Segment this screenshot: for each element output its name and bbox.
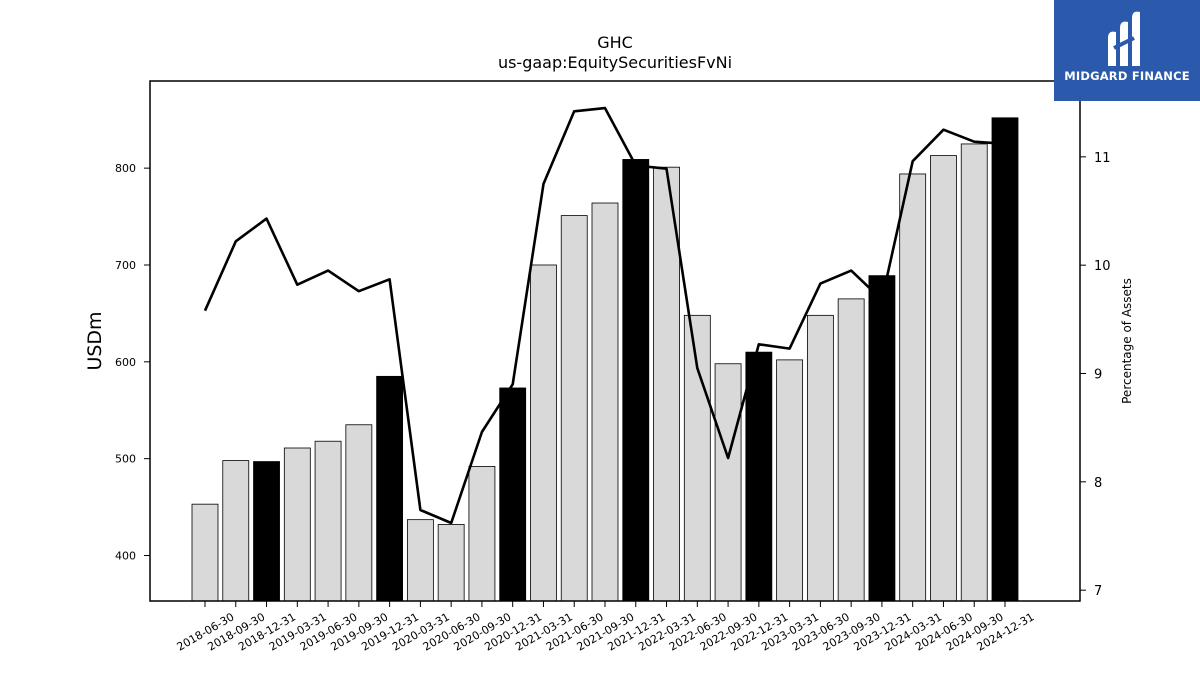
y-right-tick-label: 11	[1094, 151, 1111, 166]
bar-2018-12-31	[253, 461, 280, 602]
y-tick-label: 700	[115, 259, 136, 272]
bar-2020-03-31	[406, 519, 434, 602]
bar-2020-12-31	[499, 387, 527, 602]
bar-2021-09-30	[591, 202, 619, 602]
bar-2024-09-30	[960, 143, 988, 602]
y-right-tick-label: 8	[1094, 476, 1102, 491]
y-tick-label: 500	[115, 453, 136, 466]
bar-2019-03-31	[283, 447, 311, 602]
y-right-tick-label: 7	[1094, 584, 1102, 599]
bar-2024-06-30	[930, 155, 957, 602]
bar-2018-06-30	[191, 503, 219, 602]
y-tick-label: 400	[115, 549, 136, 562]
bar-2020-09-30	[468, 466, 496, 602]
plot-frame	[149, 80, 1081, 602]
y-axis-label: USDm	[84, 311, 106, 370]
midgard-finance-logo: MIDGARD FINANCE	[1054, 0, 1200, 101]
bar-2022-09-30	[714, 363, 742, 602]
bar-2022-06-30	[683, 314, 711, 602]
bar-2021-06-30	[560, 215, 588, 602]
x-axis: 2018-06-302018-09-302018-12-312019-03-31…	[175, 601, 1037, 654]
bar-2024-03-31	[899, 173, 927, 602]
y-axis-right: 7 8 9 10 11	[1080, 151, 1111, 599]
bar-2019-09-30	[345, 424, 373, 602]
percentage-of-assets-line	[203, 106, 1006, 525]
y-tick-label: 600	[115, 356, 136, 369]
y-tick-label: 800	[115, 162, 136, 175]
bar-2024-12-31	[991, 117, 1019, 602]
bar-2023-12-31	[868, 275, 896, 602]
bar-2020-06-30	[437, 524, 465, 602]
bar-2023-03-31	[776, 359, 804, 602]
bar-2022-12-31	[745, 351, 773, 602]
midgard-logo-icon	[1108, 11, 1140, 67]
bar-2022-03-31	[653, 166, 680, 602]
bar-2019-12-31	[376, 375, 404, 602]
y-right-tick-label: 9	[1094, 368, 1102, 383]
bar-2023-06-30	[806, 314, 834, 602]
y-right-tick-label: 10	[1094, 259, 1111, 274]
bar-2021-12-31	[622, 159, 650, 602]
chart-subtitle: us-gaap:EquitySecuritiesFvNi	[498, 53, 732, 72]
y-axis-left: 400 500 600 700 800	[115, 162, 150, 562]
bar-series	[191, 117, 1019, 602]
y-axis-right-label: Percentage of Assets	[1120, 278, 1134, 404]
bar-2023-09-30	[837, 298, 865, 602]
chart-title: GHC	[597, 33, 633, 52]
logo-text: MIDGARD FINANCE	[1064, 69, 1190, 83]
bar-2018-09-30	[222, 460, 250, 602]
bar-2021-03-31	[530, 264, 557, 602]
bar-2019-06-30	[314, 440, 342, 602]
